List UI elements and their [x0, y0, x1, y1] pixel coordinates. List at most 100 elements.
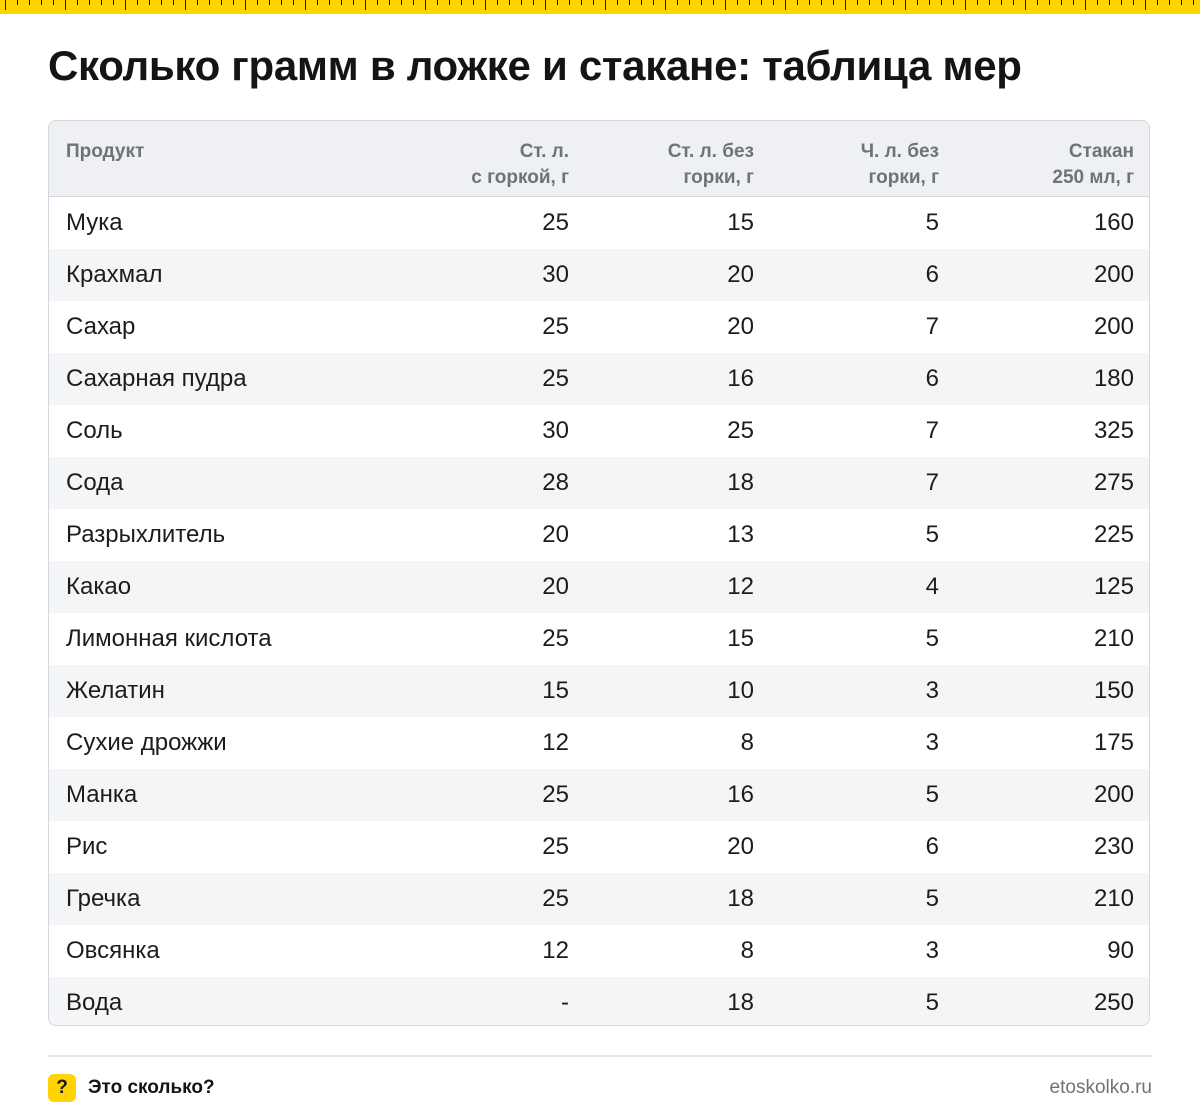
- product-name: Желатин: [66, 677, 165, 704]
- product-name: Овсянка: [66, 937, 160, 964]
- header-tbsp-heaped: Ст. л. с горкой, г: [471, 141, 569, 188]
- table-row: Желатин 15 10 3 150: [49, 665, 1149, 717]
- product-name: Разрыхлитель: [66, 521, 226, 548]
- value-tsp-level: 5: [925, 989, 939, 1016]
- value-tsp-level: 5: [925, 625, 939, 652]
- value-glass: 160: [1093, 209, 1134, 236]
- header-glass: Стакан 250 мл, г: [1052, 141, 1134, 188]
- value-tbsp-level: 15: [727, 209, 754, 236]
- table-row: Сахар 25 20 7 200: [49, 301, 1149, 353]
- value-glass: 275: [1093, 469, 1134, 496]
- value-glass: 200: [1093, 781, 1134, 808]
- brand-name: Это сколько?: [88, 1077, 215, 1098]
- product-name: Соль: [66, 417, 123, 444]
- table-row: Овсянка 12 8 3 90: [49, 925, 1149, 977]
- value-tbsp-heaped: 12: [542, 937, 569, 964]
- footer-url: etoskolko.ru: [1049, 1077, 1152, 1098]
- value-tbsp-level: 16: [727, 781, 754, 808]
- value-tbsp-level: 13: [727, 521, 754, 548]
- table-row: Соль 30 25 7 325: [49, 405, 1149, 457]
- value-tbsp-heaped: 25: [542, 365, 569, 392]
- value-tbsp-level: 18: [727, 885, 754, 912]
- value-tbsp-heaped: 28: [542, 469, 569, 496]
- value-tbsp-level: 18: [727, 469, 754, 496]
- product-name: Сода: [66, 469, 124, 496]
- table-row: Лимонная кислота 25 15 5 210: [49, 613, 1149, 665]
- value-glass: 90: [1107, 937, 1134, 964]
- value-glass: 200: [1093, 313, 1134, 340]
- value-tbsp-level: 8: [740, 937, 754, 964]
- value-tsp-level: 7: [925, 417, 939, 444]
- page-title: Сколько грамм в ложке и стакане: таблица…: [48, 42, 1022, 89]
- table-row: Крахмал 30 20 6 200: [49, 249, 1149, 301]
- product-name: Сухие дрожжи: [66, 729, 227, 756]
- value-glass: 225: [1093, 521, 1134, 548]
- value-tbsp-level: 20: [727, 313, 754, 340]
- product-name: Манка: [66, 781, 138, 808]
- value-tbsp-level: 12: [727, 573, 754, 600]
- value-tbsp-level: 15: [727, 625, 754, 652]
- value-tsp-level: 5: [925, 781, 939, 808]
- value-tbsp-heaped: 25: [542, 209, 569, 236]
- value-glass: 125: [1093, 573, 1134, 600]
- ruler-strip: [0, 0, 1200, 14]
- value-tsp-level: 7: [925, 313, 939, 340]
- value-tbsp-level: 18: [727, 989, 754, 1016]
- measures-table: Продукт Ст. л. с горкой, г Ст. л. без го…: [48, 120, 1150, 1026]
- value-glass: 210: [1093, 625, 1134, 652]
- value-glass: 180: [1093, 365, 1134, 392]
- value-tbsp-heaped: -: [561, 989, 569, 1016]
- product-name: Мука: [66, 209, 123, 236]
- value-tbsp-heaped: 25: [542, 781, 569, 808]
- footer-divider: [48, 1055, 1152, 1057]
- value-tsp-level: 6: [925, 261, 939, 288]
- header-tsp-level: Ч. л. без горки, г: [860, 141, 939, 188]
- value-tbsp-heaped: 25: [542, 625, 569, 652]
- value-tsp-level: 3: [925, 937, 939, 964]
- value-glass: 230: [1093, 833, 1134, 860]
- value-glass: 150: [1093, 677, 1134, 704]
- table-row: Сода 28 18 7 275: [49, 457, 1149, 509]
- value-tsp-level: 5: [925, 885, 939, 912]
- table-row: Рис 25 20 6 230: [49, 821, 1149, 873]
- value-tbsp-heaped: 25: [542, 313, 569, 340]
- table-row: Какао 20 12 4 125: [49, 561, 1149, 613]
- value-tbsp-level: 16: [727, 365, 754, 392]
- value-tbsp-heaped: 25: [542, 833, 569, 860]
- value-tbsp-level: 20: [727, 833, 754, 860]
- footer-brand: ? Это сколько?: [48, 1074, 215, 1102]
- value-tbsp-heaped: 20: [542, 521, 569, 548]
- value-glass: 325: [1093, 417, 1134, 444]
- table-row: Мука 25 15 5 160: [49, 197, 1149, 249]
- table-row: Сухие дрожжи 12 8 3 175: [49, 717, 1149, 769]
- header-tbsp-level: Ст. л. без горки, г: [667, 141, 754, 188]
- value-tbsp-heaped: 25: [542, 885, 569, 912]
- value-glass: 250: [1093, 989, 1134, 1016]
- product-name: Вода: [66, 989, 123, 1016]
- table-row: Манка 25 16 5 200: [49, 769, 1149, 821]
- value-tbsp-heaped: 30: [542, 417, 569, 444]
- value-tsp-level: 5: [925, 521, 939, 548]
- value-glass: 175: [1093, 729, 1134, 756]
- value-tsp-level: 3: [925, 677, 939, 704]
- value-tsp-level: 6: [925, 365, 939, 392]
- value-tsp-level: 6: [925, 833, 939, 860]
- product-name: Крахмал: [66, 261, 163, 288]
- value-tsp-level: 3: [925, 729, 939, 756]
- product-name: Какао: [66, 573, 132, 600]
- question-icon: ?: [48, 1074, 76, 1102]
- table-body: Мука 25 15 5 160 Крахмал 30 20 6 200 Сахар 25 20 7 200…: [49, 197, 1149, 1025]
- value-tbsp-heaped: 12: [542, 729, 569, 756]
- product-name: Сахарная пудра: [66, 365, 247, 392]
- value-tbsp-level: 25: [727, 417, 754, 444]
- product-name: Сахар: [66, 313, 136, 340]
- product-name: Гречка: [66, 885, 141, 912]
- value-tbsp-heaped: 30: [542, 261, 569, 288]
- value-tbsp-level: 8: [740, 729, 754, 756]
- value-tbsp-level: 20: [727, 261, 754, 288]
- value-tbsp-heaped: 20: [542, 573, 569, 600]
- value-tsp-level: 4: [925, 573, 939, 600]
- table-row: Вода - 18 5 250: [49, 977, 1149, 1025]
- value-tbsp-heaped: 15: [542, 677, 569, 704]
- product-name: Лимонная кислота: [66, 625, 272, 652]
